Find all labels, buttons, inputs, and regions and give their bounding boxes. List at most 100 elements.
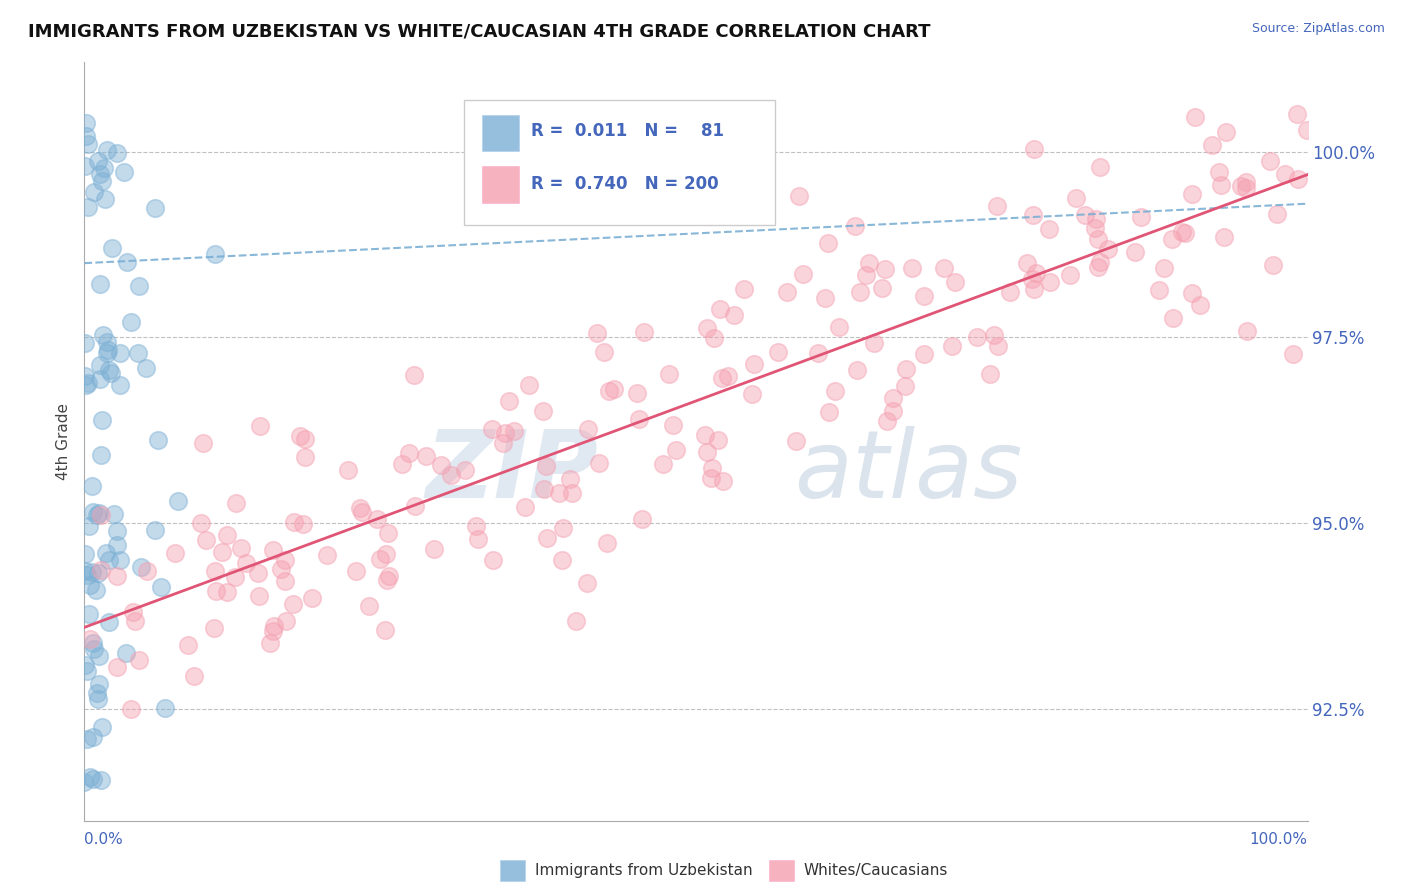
Point (700, 471, 723, 485)
Point (534, 458, 557, 473)
Point (1083, 220, 1105, 235)
Point (121, 605, 143, 619)
Point (551, 553, 574, 567)
Point (204, 246, 226, 260)
Point (912, 289, 935, 303)
Point (112, 165, 135, 179)
Point (1189, 297, 1212, 311)
Point (73, 775, 96, 789)
Point (703, 331, 725, 345)
Point (368, 551, 391, 566)
Point (301, 591, 323, 605)
Point (453, 463, 475, 477)
Point (1088, 161, 1111, 175)
Point (785, 434, 807, 448)
Point (1181, 285, 1204, 300)
Point (98, 615, 121, 629)
Point (1234, 180, 1257, 194)
Point (114, 646, 136, 660)
Point (75, 564, 97, 578)
Point (1295, 123, 1317, 137)
Point (350, 504, 373, 518)
Point (824, 384, 846, 398)
Point (375, 547, 398, 561)
Point (108, 377, 131, 392)
Point (696, 445, 718, 459)
Point (872, 281, 894, 295)
Point (202, 621, 225, 635)
Point (153, 701, 176, 715)
Point (986, 199, 1008, 213)
Point (467, 532, 489, 546)
Point (717, 369, 740, 384)
Point (77, 136, 100, 151)
Point (183, 668, 205, 682)
Point (633, 325, 655, 339)
Point (1024, 143, 1046, 157)
Point (665, 442, 688, 457)
Point (983, 327, 1005, 342)
Point (1039, 275, 1062, 289)
Point (246, 566, 269, 580)
Point (89, 358, 111, 372)
Point (1184, 111, 1206, 125)
Point (96, 143, 118, 157)
Point (262, 543, 284, 558)
Point (86, 566, 108, 580)
Point (89, 506, 111, 520)
Point (146, 433, 169, 447)
Point (97, 343, 120, 357)
Point (224, 570, 246, 584)
Point (742, 357, 765, 371)
Point (896, 361, 918, 376)
Point (375, 573, 398, 587)
Point (90, 508, 112, 522)
Point (503, 425, 526, 439)
Point (844, 219, 866, 234)
Point (863, 335, 886, 350)
Text: ZIP: ZIP (425, 425, 598, 518)
Point (270, 562, 292, 576)
Point (561, 486, 583, 500)
Point (658, 367, 681, 381)
Point (1261, 258, 1284, 272)
Point (464, 519, 486, 533)
Point (901, 260, 924, 275)
Point (626, 386, 648, 401)
Point (1025, 266, 1047, 280)
Point (75, 377, 97, 392)
Point (82, 636, 104, 650)
Point (128, 653, 150, 667)
Point (894, 379, 917, 393)
Point (262, 624, 284, 639)
Point (846, 363, 869, 377)
Point (415, 449, 437, 463)
Point (225, 496, 247, 510)
Point (80, 479, 103, 493)
Point (1123, 244, 1146, 259)
Point (91, 720, 114, 734)
Point (294, 450, 316, 464)
Point (696, 321, 718, 335)
Point (1087, 260, 1109, 275)
Point (547, 486, 569, 500)
Point (585, 326, 607, 340)
Point (876, 414, 898, 428)
Point (723, 309, 745, 323)
Point (1038, 222, 1060, 236)
Point (1015, 256, 1038, 270)
Point (1285, 107, 1308, 121)
Point (73, 658, 96, 673)
Text: atlas: atlas (794, 426, 1022, 517)
Point (564, 614, 586, 628)
Point (998, 285, 1021, 300)
Point (77, 200, 100, 214)
Point (103, 507, 125, 521)
Point (517, 378, 540, 392)
Point (89, 372, 111, 386)
Point (273, 574, 295, 589)
Point (787, 189, 810, 203)
Point (274, 614, 297, 628)
Point (77, 519, 100, 533)
Point (93, 161, 115, 176)
